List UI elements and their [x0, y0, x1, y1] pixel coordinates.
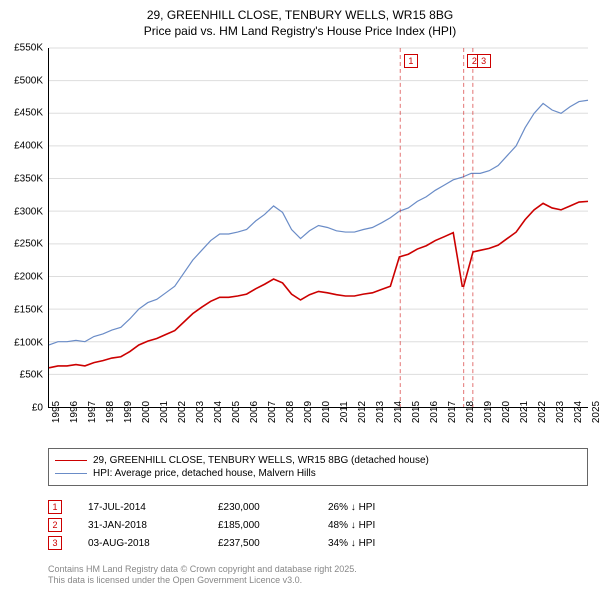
x-tick-label: 1995: [51, 401, 62, 423]
event-delta: 48% ↓ HPI: [328, 520, 448, 531]
x-tick-label: 2015: [411, 401, 422, 423]
legend: 29, GREENHILL CLOSE, TENBURY WELLS, WR15…: [48, 448, 588, 486]
x-tick-label: 2019: [483, 401, 494, 423]
y-tick-label: £250K: [14, 239, 43, 250]
x-tick-label: 2006: [249, 401, 260, 423]
y-tick-label: £200K: [14, 272, 43, 283]
y-tick-label: £100K: [14, 337, 43, 348]
x-tick-label: 2002: [177, 401, 188, 423]
y-tick-label: £300K: [14, 206, 43, 217]
y-tick-label: £550K: [14, 43, 43, 54]
x-tick-label: 2008: [285, 401, 296, 423]
event-price: £237,500: [218, 538, 328, 549]
x-tick-label: 2018: [465, 401, 476, 423]
x-tick-label: 2005: [231, 401, 242, 423]
x-axis: 1995199619971998199920002001200220032004…: [48, 408, 588, 448]
y-tick-label: £150K: [14, 304, 43, 315]
legend-label-property: 29, GREENHILL CLOSE, TENBURY WELLS, WR15…: [93, 455, 429, 466]
legend-label-hpi: HPI: Average price, detached house, Malv…: [93, 468, 316, 479]
x-tick-label: 2009: [303, 401, 314, 423]
footer: Contains HM Land Registry data © Crown c…: [48, 564, 357, 586]
event-marker-ref: 3: [48, 536, 62, 550]
event-date: 03-AUG-2018: [88, 538, 218, 549]
chart-container: 29, GREENHILL CLOSE, TENBURY WELLS, WR15…: [0, 0, 600, 590]
event-row: 2 31-JAN-2018£185,00048% ↓ HPI: [48, 518, 588, 532]
x-tick-label: 2020: [501, 401, 512, 423]
event-marker: 3: [477, 54, 491, 68]
x-tick-label: 2001: [159, 401, 170, 423]
footer-line1: Contains HM Land Registry data © Crown c…: [48, 564, 357, 575]
x-tick-label: 2000: [141, 401, 152, 423]
y-tick-label: £0: [32, 403, 43, 414]
event-marker-ref: 1: [48, 500, 62, 514]
x-tick-label: 1998: [105, 401, 116, 423]
title-block: 29, GREENHILL CLOSE, TENBURY WELLS, WR15…: [0, 0, 600, 43]
plot-area: 123: [48, 48, 588, 408]
x-tick-label: 2003: [195, 401, 206, 423]
title-line2: Price paid vs. HM Land Registry's House …: [0, 24, 600, 40]
x-tick-label: 2007: [267, 401, 278, 423]
x-tick-label: 2022: [537, 401, 548, 423]
x-tick-label: 1999: [123, 401, 134, 423]
event-date: 31-JAN-2018: [88, 520, 218, 531]
event-marker-ref: 2: [48, 518, 62, 532]
y-tick-label: £450K: [14, 108, 43, 119]
y-tick-label: £400K: [14, 141, 43, 152]
legend-swatch-property: [55, 460, 87, 461]
x-tick-label: 2010: [321, 401, 332, 423]
x-tick-label: 2013: [375, 401, 386, 423]
event-delta: 34% ↓ HPI: [328, 538, 448, 549]
x-tick-label: 2025: [591, 401, 600, 423]
x-tick-label: 2017: [447, 401, 458, 423]
chart-svg: [49, 48, 588, 407]
title-line1: 29, GREENHILL CLOSE, TENBURY WELLS, WR15…: [0, 8, 600, 24]
x-tick-label: 2012: [357, 401, 368, 423]
x-tick-label: 2014: [393, 401, 404, 423]
event-table: 1 17-JUL-2014£230,00026% ↓ HPI 2 31-JAN-201…: [48, 496, 588, 554]
footer-line2: This data is licensed under the Open Gov…: [48, 575, 357, 586]
y-tick-label: £500K: [14, 75, 43, 86]
x-tick-label: 2016: [429, 401, 440, 423]
y-axis: £0£50K£100K£150K£200K£250K£300K£350K£400…: [0, 48, 46, 408]
y-tick-label: £350K: [14, 173, 43, 184]
x-tick-label: 2024: [573, 401, 584, 423]
legend-swatch-hpi: [55, 473, 87, 474]
event-date: 17-JUL-2014: [88, 502, 218, 513]
event-marker: 1: [404, 54, 418, 68]
x-tick-label: 2023: [555, 401, 566, 423]
event-price: £230,000: [218, 502, 328, 513]
x-tick-label: 1997: [87, 401, 98, 423]
legend-row-hpi: HPI: Average price, detached house, Malv…: [55, 468, 581, 479]
x-tick-label: 2021: [519, 401, 530, 423]
x-tick-label: 2011: [339, 401, 350, 423]
y-tick-label: £50K: [20, 370, 43, 381]
event-price: £185,000: [218, 520, 328, 531]
event-row: 3 03-AUG-2018£237,50034% ↓ HPI: [48, 536, 588, 550]
x-tick-label: 2004: [213, 401, 224, 423]
event-row: 1 17-JUL-2014£230,00026% ↓ HPI: [48, 500, 588, 514]
legend-row-property: 29, GREENHILL CLOSE, TENBURY WELLS, WR15…: [55, 455, 581, 466]
x-tick-label: 1996: [69, 401, 80, 423]
event-delta: 26% ↓ HPI: [328, 502, 448, 513]
